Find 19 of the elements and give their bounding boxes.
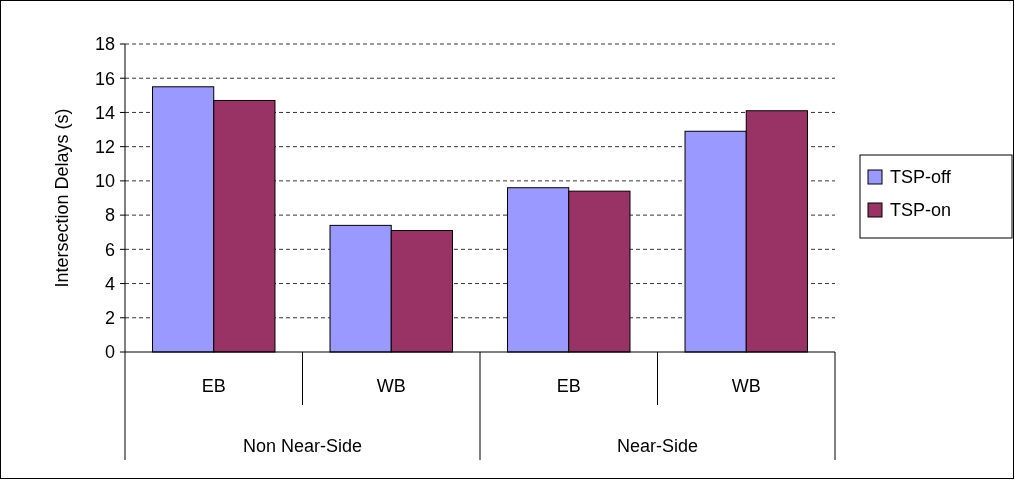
y-tick-label: 10 <box>94 171 115 192</box>
y-tick-label: 8 <box>104 205 115 226</box>
x-tick-label: EB <box>556 376 581 396</box>
text: Non Near-Side <box>242 436 363 456</box>
text: Near-Side <box>616 436 699 456</box>
y-tick-label: 6 <box>104 239 115 260</box>
y-tick-label: 16 <box>94 68 115 89</box>
x-tick-label: WB <box>731 376 761 396</box>
y-axis-title: Intersection Delays (s) <box>52 108 72 288</box>
x-tick-label: WB <box>376 376 406 396</box>
y-tick-label: 0 <box>104 342 115 363</box>
y-tick-label: 14 <box>94 102 115 123</box>
y-tick-label: 2 <box>104 308 115 329</box>
legend-label: TSP-off <box>890 167 952 188</box>
x-tick-label: EB <box>201 376 226 396</box>
legend-label: TSP-on <box>890 200 952 221</box>
y-tick-label: 18 <box>94 34 115 55</box>
y-tick-label: 12 <box>94 136 115 157</box>
y-tick-label: 4 <box>104 273 115 294</box>
